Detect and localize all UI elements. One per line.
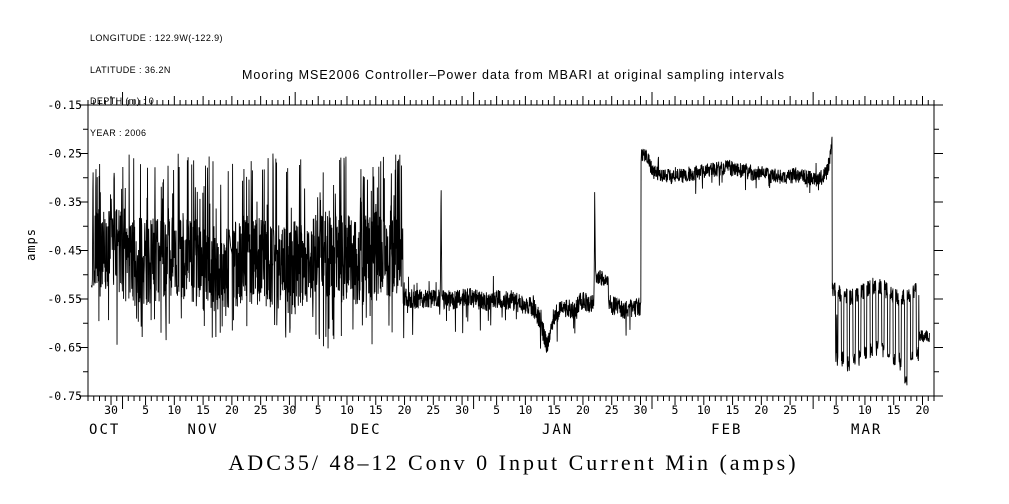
y-tick-label: -0.55 [47,292,82,306]
x-tick-label: 5 [315,403,322,417]
y-tick-label: -0.45 [47,244,82,258]
x-tick-label: 5 [672,403,679,417]
x-tick-label: 20 [398,403,412,417]
x-tick-label: 10 [340,403,354,417]
x-tick-label: 5 [142,403,149,417]
chart-title: Mooring MSE2006 Controller–Power data fr… [241,68,786,82]
x-tick-label: 15 [726,403,740,417]
x-tick-label: 30 [634,403,648,417]
x-tick-label: 15 [547,403,561,417]
x-tick-label: 10 [167,403,181,417]
metadata-latitude: LATITUDE : 36.2N [90,64,171,75]
x-tick-label: 30 [455,403,469,417]
x-tick-label: 10 [858,403,872,417]
x-tick-label: 25 [605,403,619,417]
x-tick-label: 20 [225,403,239,417]
month-label: DEC [350,422,381,438]
x-tick-label: 25 [426,403,440,417]
month-label: MAR [851,422,882,438]
metadata-year: YEAR : 2006 [90,127,147,138]
month-label: JAN [542,422,573,438]
data-series-line [90,136,930,386]
x-tick-label: 20 [754,403,768,417]
figure-caption: ADC35/ 48–12 Conv 0 Input Current Min (a… [228,450,799,475]
y-tick-label: -0.65 [47,341,82,355]
y-tick-label: -0.75 [47,389,82,403]
x-tick-label: 5 [833,403,840,417]
x-tick-label: 20 [576,403,590,417]
x-tick-label: 30 [282,403,296,417]
x-tick-label: 15 [369,403,383,417]
x-tick-label: 15 [887,403,901,417]
x-tick-label: 5 [493,403,500,417]
x-tick-label: 25 [783,403,797,417]
y-tick-label: -0.25 [47,147,82,161]
month-label: NOV [187,422,218,438]
x-tick-label: 10 [697,403,711,417]
y-tick-label: -0.15 [47,98,82,112]
x-tick-label: 25 [254,403,268,417]
y-tick-label: -0.35 [47,195,82,209]
x-tick-label: 15 [196,403,210,417]
month-label: FEB [711,422,742,438]
x-tick-label: 30 [104,403,118,417]
metadata-longitude: LONGITUDE : 122.9W(-122.9) [90,33,223,43]
x-tick-label: 10 [518,403,532,417]
x-tick-label: 20 [916,403,930,417]
month-label: OCT [89,422,120,438]
